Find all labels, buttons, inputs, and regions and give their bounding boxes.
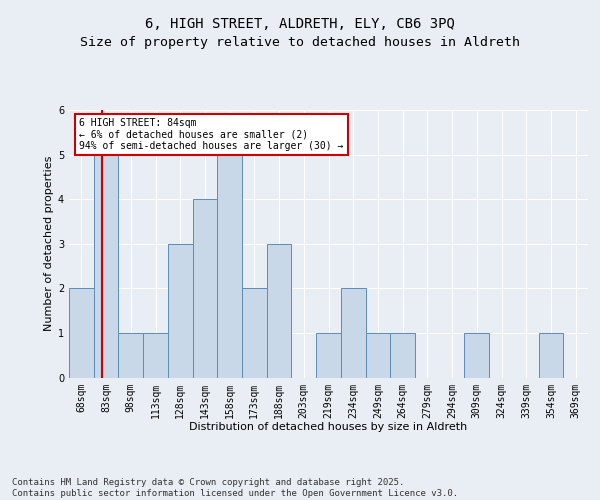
Bar xyxy=(267,244,292,378)
Bar xyxy=(316,333,341,378)
Bar xyxy=(168,244,193,378)
Bar xyxy=(193,199,217,378)
Bar xyxy=(69,288,94,378)
Bar xyxy=(94,154,118,378)
Bar xyxy=(390,333,415,378)
Bar xyxy=(464,333,489,378)
Text: Contains HM Land Registry data © Crown copyright and database right 2025.
Contai: Contains HM Land Registry data © Crown c… xyxy=(12,478,458,498)
Bar xyxy=(143,333,168,378)
Text: 6, HIGH STREET, ALDRETH, ELY, CB6 3PQ: 6, HIGH STREET, ALDRETH, ELY, CB6 3PQ xyxy=(145,18,455,32)
Y-axis label: Number of detached properties: Number of detached properties xyxy=(44,156,54,332)
Bar xyxy=(539,333,563,378)
Text: 6 HIGH STREET: 84sqm
← 6% of detached houses are smaller (2)
94% of semi-detache: 6 HIGH STREET: 84sqm ← 6% of detached ho… xyxy=(79,118,344,151)
Bar xyxy=(365,333,390,378)
Bar xyxy=(217,154,242,378)
Bar xyxy=(341,288,365,378)
Bar xyxy=(118,333,143,378)
X-axis label: Distribution of detached houses by size in Aldreth: Distribution of detached houses by size … xyxy=(190,422,467,432)
Text: Size of property relative to detached houses in Aldreth: Size of property relative to detached ho… xyxy=(80,36,520,49)
Bar xyxy=(242,288,267,378)
